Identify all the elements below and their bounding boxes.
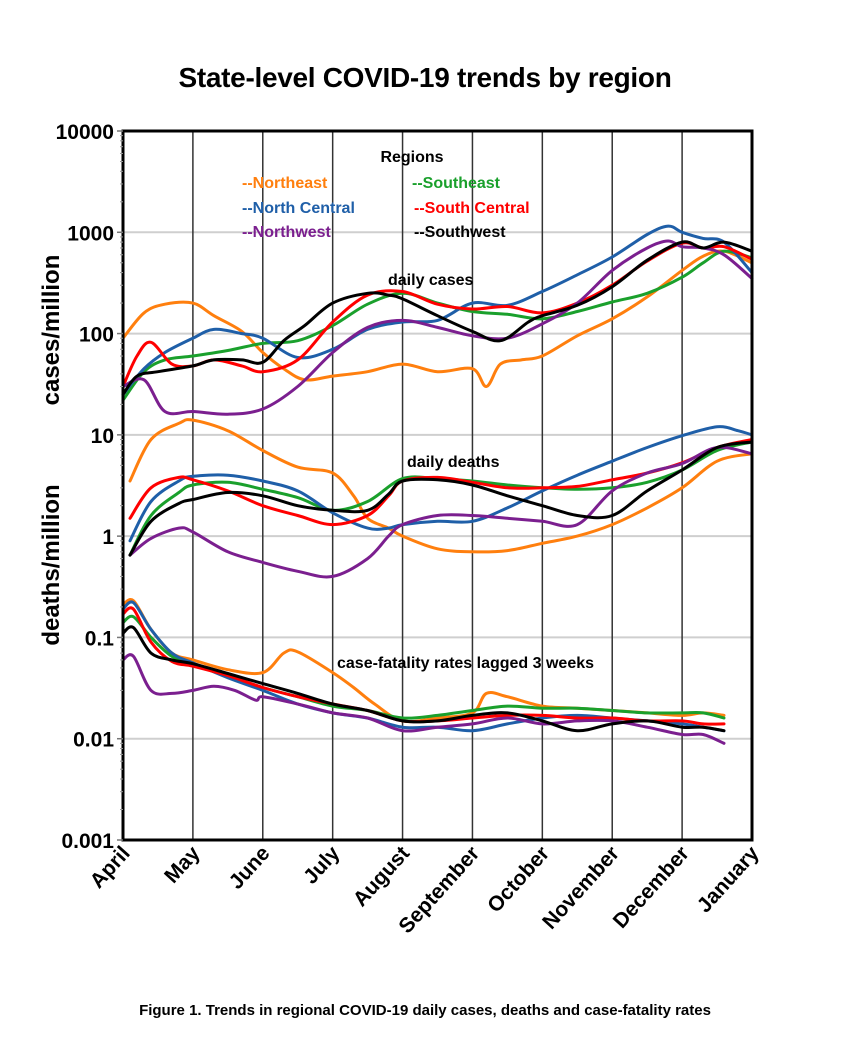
legend-item-southwest: --Southwest xyxy=(414,224,506,241)
legend-title: Regions xyxy=(380,149,443,166)
series-line-southeast xyxy=(121,614,726,720)
chart-title: State-level COVID-19 trends by region xyxy=(178,62,672,93)
y-tick-label: 0.001 xyxy=(61,830,114,853)
series-line-southwest xyxy=(121,625,726,733)
series-line-northeast xyxy=(128,418,754,554)
y-tick-label: 0.01 xyxy=(73,729,114,752)
annotation-case-fatality: case-fatality rates lagged 3 weeks xyxy=(337,655,594,672)
x-axis-tick-labels: April May June July AugustSeptemberOctoberNo… xyxy=(86,842,764,938)
legend-item-southeast: --Southeast xyxy=(412,175,501,192)
y-tick-label: 10 xyxy=(91,425,114,448)
x-tick-label: June xyxy=(225,842,275,894)
y-axis-title-deaths: deaths/million xyxy=(38,484,65,645)
series-line-southwest xyxy=(128,440,754,557)
y-axis-ticks xyxy=(117,130,123,841)
legend-item-northeast: --Northeast xyxy=(242,175,328,192)
series-line-southwest xyxy=(121,240,754,397)
series-layer xyxy=(121,224,754,745)
y-axis-tick-labels: 0.001 0.01 0.1 1 10 100 1000 10000 xyxy=(56,121,115,853)
series-line-north-central xyxy=(121,224,754,397)
y-tick-label: 1 xyxy=(102,526,114,549)
series-line-northeast xyxy=(121,249,754,388)
annotation-daily-deaths: daily deaths xyxy=(407,454,500,471)
y-tick-label: 1000 xyxy=(67,222,114,245)
y-tick-label: 100 xyxy=(79,324,114,347)
x-tick-label: July xyxy=(299,842,344,889)
series-line-northwest xyxy=(121,239,754,416)
legend-item-south-central: --South Central xyxy=(414,200,530,217)
figure-caption: Figure 1. Trends in regional COVID-19 da… xyxy=(139,1002,711,1019)
y-tick-label: 10000 xyxy=(56,121,114,144)
annotation-daily-cases: daily cases xyxy=(388,272,474,289)
series-group-daily-deaths xyxy=(128,418,754,579)
y-tick-label: 0.1 xyxy=(85,627,115,650)
series-group-daily-cases xyxy=(121,224,754,416)
y-axis-title-cases: cases/million xyxy=(38,255,65,406)
horizontal-gridlines xyxy=(123,231,752,740)
series-line-north-central xyxy=(128,425,754,543)
legend-item-north-central: --North Central xyxy=(242,200,355,217)
series-line-northwest xyxy=(128,445,754,579)
plot-frame xyxy=(121,129,754,842)
x-tick-label: October xyxy=(483,842,554,917)
x-tick-label: January xyxy=(693,842,764,917)
legend-item-northwest: --Northwest xyxy=(242,224,332,241)
legend: Regions --Northeast --Southeast --North … xyxy=(242,149,530,241)
series-group-case-fatality-rates-lagged-3-weeks xyxy=(121,598,726,745)
x-tick-label: August xyxy=(349,842,414,911)
x-tick-label: May xyxy=(160,842,205,888)
